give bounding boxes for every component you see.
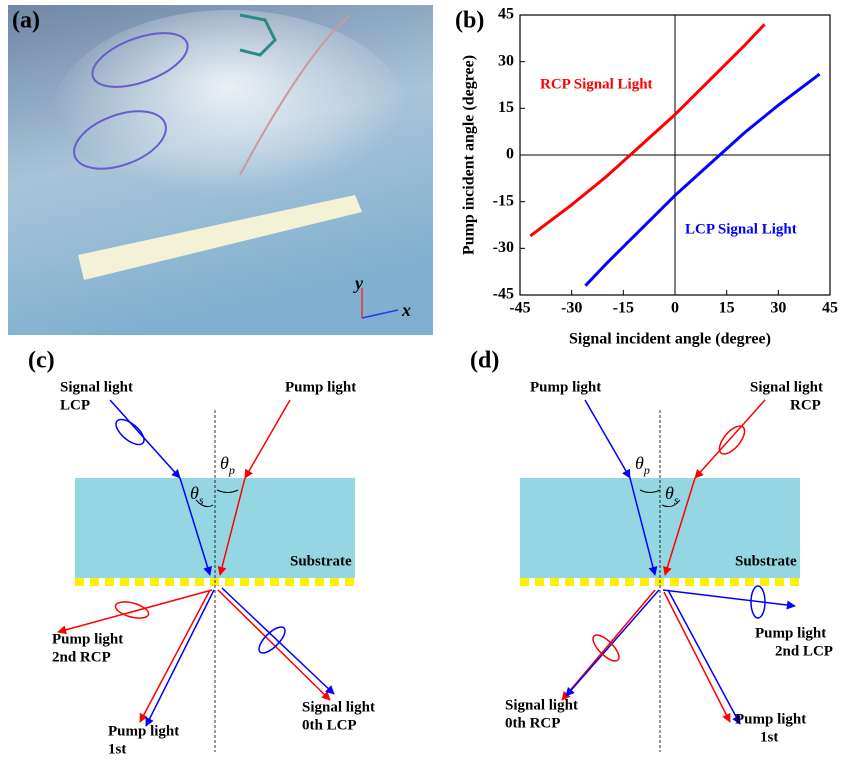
panel-label: (a) bbox=[12, 8, 40, 34]
label: Pump light bbox=[735, 711, 806, 727]
angle-label: θp bbox=[635, 453, 650, 477]
angle-label: θp bbox=[220, 453, 235, 477]
axis-label: y bbox=[353, 273, 364, 293]
x-tick-label: 45 bbox=[822, 300, 838, 317]
y-axis-label: Pump incident angle (degree) bbox=[461, 55, 478, 255]
beam bbox=[585, 400, 630, 478]
x-tick-label: 30 bbox=[770, 300, 786, 317]
label: Pump light bbox=[108, 723, 179, 739]
y-tick-label: 0 bbox=[506, 146, 514, 163]
label: 1st bbox=[108, 741, 126, 757]
x-tick-label: 15 bbox=[719, 300, 735, 317]
y-tick-label: -45 bbox=[493, 286, 514, 303]
label: Pump light bbox=[530, 379, 601, 395]
label: 1st bbox=[760, 729, 778, 745]
data-line bbox=[585, 74, 819, 286]
polarization bbox=[715, 422, 749, 458]
panel-b: (b) Signal incident angle (degree) Pump … bbox=[455, 6, 838, 348]
polarization bbox=[112, 415, 148, 449]
panel-d: (d) Pump light Signal light RCP Substrat… bbox=[470, 348, 833, 753]
panel-label: (c) bbox=[28, 348, 55, 374]
label: Substrate bbox=[290, 553, 352, 569]
axis-label: x bbox=[401, 300, 411, 320]
beam bbox=[663, 590, 795, 606]
polarization bbox=[255, 623, 289, 657]
beam bbox=[218, 590, 330, 700]
label: Signal light bbox=[750, 379, 823, 395]
label: LCP bbox=[60, 397, 90, 413]
beam bbox=[58, 590, 212, 632]
y-tick-label: 30 bbox=[498, 52, 514, 69]
label: Pump light bbox=[755, 625, 826, 641]
label: Pump light bbox=[285, 379, 356, 395]
beam bbox=[562, 590, 655, 700]
series-label: RCP Signal Light bbox=[540, 76, 653, 92]
panel-label: (d) bbox=[470, 348, 499, 374]
x-tick-label: 0 bbox=[671, 300, 679, 317]
label: 2nd RCP bbox=[52, 649, 111, 665]
label: Signal light bbox=[505, 697, 578, 713]
series-label: LCP Signal Light bbox=[685, 221, 797, 237]
panel-a: (a) y x bbox=[8, 5, 433, 335]
label: Pump light bbox=[52, 631, 123, 647]
beam bbox=[668, 590, 740, 724]
beam bbox=[664, 592, 730, 722]
label: RCP bbox=[790, 397, 821, 413]
data-line bbox=[530, 24, 764, 236]
x-tick-label: -30 bbox=[561, 300, 582, 317]
beam bbox=[146, 590, 214, 726]
beam bbox=[222, 588, 334, 694]
label: Signal light bbox=[302, 699, 375, 715]
label: Substrate bbox=[735, 553, 797, 569]
panel-label: (b) bbox=[455, 8, 484, 34]
polarization bbox=[114, 599, 150, 621]
label: 2nd LCP bbox=[775, 643, 833, 659]
y-tick-label: 45 bbox=[498, 6, 514, 23]
y-tick-label: -15 bbox=[493, 192, 514, 209]
beam bbox=[566, 590, 659, 696]
y-tick-label: 15 bbox=[498, 99, 514, 116]
beam bbox=[245, 400, 290, 478]
panel-c: (c) Signal light LCP Pump light Substrat… bbox=[28, 348, 375, 758]
x-tick-label: -15 bbox=[613, 300, 634, 317]
beam bbox=[140, 590, 210, 722]
beam bbox=[695, 400, 765, 478]
x-axis-label: Signal incident angle (degree) bbox=[569, 331, 771, 348]
label: Signal light bbox=[60, 379, 133, 395]
figure: (a) y x (b) Signal incident angle (degree)… bbox=[0, 0, 853, 761]
label: 0th LCP bbox=[302, 717, 357, 733]
beam bbox=[110, 400, 180, 478]
y-tick-label: -30 bbox=[493, 239, 514, 256]
label: 0th RCP bbox=[505, 715, 560, 731]
